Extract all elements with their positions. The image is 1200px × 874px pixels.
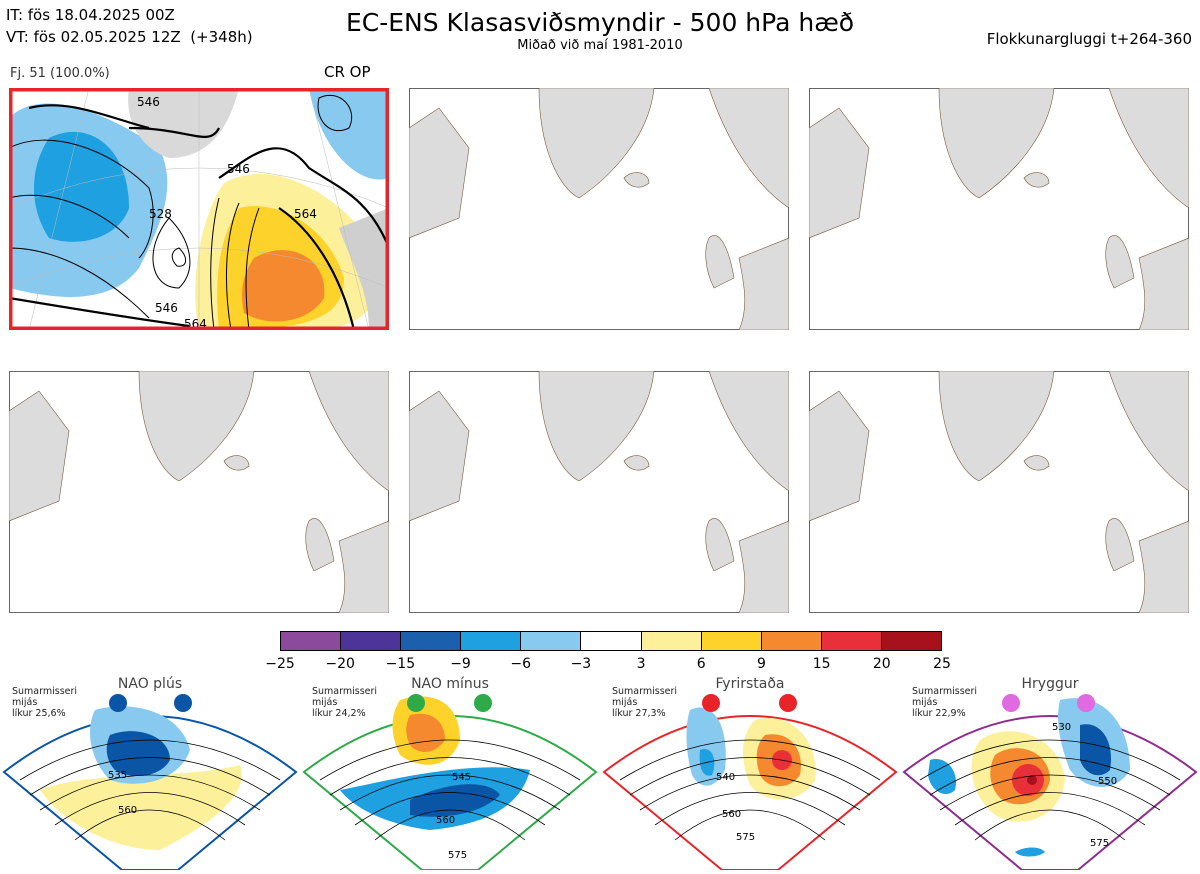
colorbar-tick-label: 20 [872, 656, 891, 672]
colorbar-swatch [341, 632, 402, 650]
contour-label: 560 [436, 815, 455, 826]
page-subtitle: Miðað við maí 1981-2010 [517, 38, 683, 53]
colorbar-tick-label: 3 [636, 656, 646, 672]
colorbar-swatch [881, 632, 942, 650]
colorbar-tick-label: −6 [510, 656, 532, 672]
colorbar-tick-label: −3 [570, 656, 592, 672]
anomaly-colorbar [280, 631, 942, 651]
regime-info: Sumarmisseri mijás líkur 27,3% [612, 686, 678, 719]
contour-label: 575 [736, 832, 755, 843]
colorbar-swatch [281, 632, 342, 650]
contour-label: 546 [155, 301, 178, 315]
cluster-map-4[interactable] [9, 371, 389, 613]
regime-nao-plus[interactable]: 535 560 NAO plús Sumarmisseri mijás líku… [0, 676, 300, 871]
cluster-map-3[interactable] [809, 88, 1189, 330]
colorbar-swatch [701, 632, 762, 650]
colorbar-tick-label: 15 [812, 656, 831, 672]
colorbar-swatch [581, 632, 642, 650]
colorbar-swatch [461, 632, 522, 650]
regime-name: NAO plús [117, 676, 183, 692]
colorbar-swatch [521, 632, 582, 650]
regime-fyrirstada[interactable]: 540 560 575 Fyrirstaða Sumarmisseri mijá… [600, 676, 900, 871]
cluster-map-1[interactable]: 546 546 528 564 546 564 [9, 88, 389, 330]
regime-name: Hryggur [1021, 676, 1079, 692]
contour-label: 560 [722, 809, 741, 820]
members-label: Fj. 51 (100.0%) [10, 66, 110, 81]
contour-label: 546 [227, 162, 250, 176]
cluster-map-6[interactable] [809, 371, 1189, 613]
regime-name: NAO mínus [411, 676, 489, 692]
regime-info: Sumarmisseri mijás líkur 24,2% [312, 686, 378, 719]
colorbar-swatch [761, 632, 822, 650]
page-title: EC-ENS Klasasviðsmyndir - 500 hPa hæð [345, 8, 855, 37]
window-label: Flokkunargluggi t+264-360 [986, 30, 1192, 48]
regime-info: Sumarmisseri mijás líkur 25,6% [12, 686, 78, 719]
contour-label: 530 [1052, 722, 1071, 733]
colorbar-tick-label: 25 [933, 656, 951, 672]
cluster-map-2[interactable] [409, 88, 789, 330]
regime-info: Sumarmisseri mijás líkur 22,9% [912, 686, 978, 719]
cluster-type-label: CR OP [324, 63, 371, 81]
contour-label: 575 [448, 850, 467, 861]
colorbar-tick-label: −9 [450, 656, 471, 672]
contour-label: 528 [149, 207, 172, 221]
regime-hryggur[interactable]: 530 550 575 Hryggur Sumarmisseri mijás l… [900, 676, 1200, 871]
colorbar-swatch [641, 632, 702, 650]
contour-label: 540 [716, 772, 735, 783]
colorbar-tick-label: −15 [385, 656, 416, 672]
regime-nao-minus[interactable]: 545 560 575 NAO mínus Sumarmisseri mijás… [300, 676, 600, 871]
cluster-map-5[interactable] [409, 371, 789, 613]
contour-label: 575 [1090, 838, 1109, 849]
header-times: IT: fös 18.04.2025 00Z VT: fös 02.05.202… [6, 4, 253, 48]
contour-label: 564 [294, 207, 317, 221]
colorbar-tick-label: 6 [696, 656, 706, 672]
active-panel-border [9, 88, 389, 330]
colorbar-tick-label: −25 [265, 656, 295, 672]
contour-label: 535 [108, 770, 127, 781]
regime-name: Fyrirstaða [715, 676, 785, 692]
colorbar-tick-label: 9 [756, 656, 766, 672]
contour-label: 560 [118, 805, 137, 816]
colorbar-tick-label: −20 [325, 656, 355, 672]
colorbar-swatch [401, 632, 462, 650]
valid-time: VT: fös 02.05.2025 12Z (+348h) [6, 28, 253, 46]
contour-label: 550 [1098, 776, 1117, 787]
contour-label: 546 [137, 95, 160, 109]
initial-time: IT: fös 18.04.2025 00Z [6, 6, 175, 24]
contour-label: 545 [452, 772, 471, 783]
colorbar-swatch [821, 632, 882, 650]
